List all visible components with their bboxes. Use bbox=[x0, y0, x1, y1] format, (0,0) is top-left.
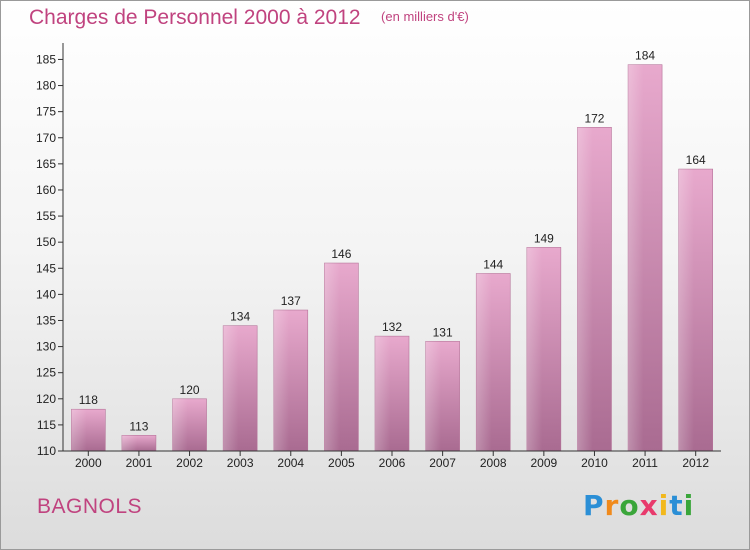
data-label: 172 bbox=[584, 111, 604, 125]
logo-letter: i bbox=[683, 489, 695, 522]
chart-title: Charges de Personnel 2000 à 2012 bbox=[29, 6, 361, 29]
data-label: 149 bbox=[534, 231, 554, 245]
x-tick-label: 2007 bbox=[429, 456, 456, 470]
x-tick-label: 2008 bbox=[480, 456, 507, 470]
logo-letter: r bbox=[604, 489, 620, 522]
data-label: 164 bbox=[686, 153, 706, 167]
logo-letter: o bbox=[619, 489, 640, 522]
x-tick-label: 2002 bbox=[176, 456, 203, 470]
x-tick-label: 2011 bbox=[632, 456, 658, 470]
x-tick-label: 2005 bbox=[328, 456, 355, 470]
data-label: 113 bbox=[129, 419, 148, 433]
data-label: 184 bbox=[635, 49, 655, 63]
y-tick-label: 160 bbox=[36, 183, 56, 197]
data-label: 120 bbox=[180, 383, 200, 397]
y-tick-label: 185 bbox=[36, 52, 56, 66]
y-tick-label: 120 bbox=[36, 392, 56, 406]
y-tick-label: 155 bbox=[36, 209, 56, 223]
x-tick-label: 2001 bbox=[126, 456, 153, 470]
data-label: 144 bbox=[483, 257, 503, 271]
data-label: 131 bbox=[433, 325, 453, 339]
x-tick-label: 2000 bbox=[75, 456, 102, 470]
y-tick-label: 115 bbox=[37, 418, 56, 432]
data-label: 134 bbox=[230, 310, 250, 324]
title-row: Charges de Personnel 2000 à 2012 (en mil… bbox=[29, 6, 469, 30]
bar-highlight bbox=[71, 409, 87, 451]
chart-subtitle: (en milliers d'€) bbox=[381, 9, 469, 24]
y-tick-label: 130 bbox=[36, 340, 56, 354]
x-axis: 2000 2001 2002 2003 2004 2005 2006 2007 2008 2009… bbox=[63, 450, 721, 470]
bar-highlight bbox=[121, 435, 138, 451]
bar-highlight bbox=[223, 325, 239, 451]
y-tick-label: 125 bbox=[36, 366, 56, 380]
data-label: 137 bbox=[281, 294, 301, 308]
y-tick-label: 175 bbox=[36, 105, 56, 119]
logo-letter: i bbox=[658, 489, 670, 522]
y-tick-label: 140 bbox=[36, 287, 56, 301]
commune-name: BAGNOLS bbox=[37, 495, 143, 518]
bar-highlight bbox=[172, 398, 188, 451]
logo-letter: P bbox=[583, 489, 605, 522]
bar-highlight bbox=[375, 336, 391, 451]
y-axis: 110 115 120 125 130 135 140 145 150 155 160 165 170 1… bbox=[36, 43, 64, 458]
data-label: 146 bbox=[331, 247, 351, 261]
x-tick-label: 2006 bbox=[379, 456, 406, 470]
bar-highlight bbox=[526, 247, 543, 451]
bar-highlight bbox=[628, 64, 644, 451]
y-tick-label: 150 bbox=[36, 235, 56, 249]
bar-highlight bbox=[678, 169, 694, 451]
logo-letter: x bbox=[639, 489, 659, 522]
bar-highlight bbox=[476, 273, 492, 451]
y-tick-label: 165 bbox=[36, 157, 56, 171]
y-tick-label: 135 bbox=[36, 313, 56, 327]
y-tick-label: 180 bbox=[36, 79, 56, 93]
bar-highlight bbox=[577, 127, 593, 451]
x-tick-label: 2003 bbox=[227, 456, 254, 470]
y-tick-label: 145 bbox=[36, 261, 56, 275]
bar-highlight bbox=[425, 341, 441, 451]
bar-chart: 110 115 120 125 130 135 140 145 150 155 160 165 170 1… bbox=[36, 43, 721, 470]
data-label: 118 bbox=[79, 393, 98, 407]
y-tick-label: 170 bbox=[36, 131, 56, 145]
proxiti-logo: Proxiti bbox=[583, 489, 694, 522]
x-tick-label: 2009 bbox=[530, 456, 557, 470]
x-tick-label: 2012 bbox=[682, 456, 709, 470]
logo-letter: t bbox=[669, 489, 684, 522]
bar-highlight bbox=[273, 310, 290, 451]
bars: 118 113 120 134 137 146 132 131 144 149 172 184 164 bbox=[71, 49, 713, 452]
data-label: 132 bbox=[382, 320, 402, 334]
x-tick-label: 2010 bbox=[581, 456, 608, 470]
bar-highlight bbox=[324, 263, 340, 451]
x-tick-label: 2004 bbox=[277, 456, 304, 470]
y-tick-label: 110 bbox=[37, 444, 56, 458]
